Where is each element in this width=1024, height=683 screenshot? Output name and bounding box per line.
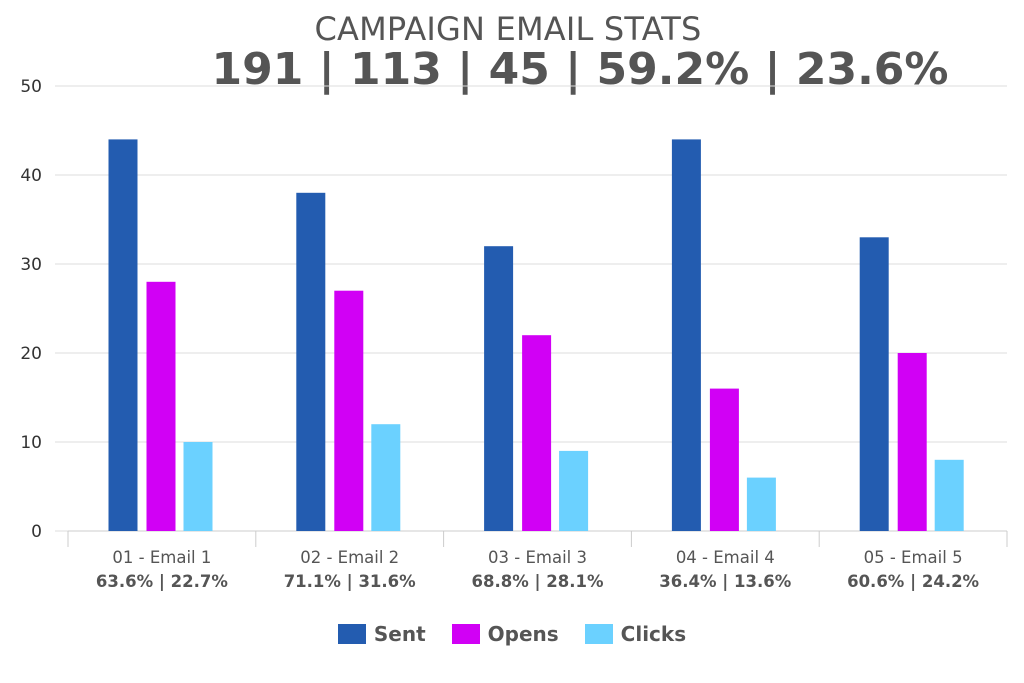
bar-sent-1 <box>108 139 138 531</box>
x-category-label: 03 - Email 3 <box>488 548 587 567</box>
bar-sent-3 <box>484 246 514 531</box>
legend: Sent Opens Clicks <box>0 622 1024 646</box>
y-tick-label: 40 <box>20 166 42 186</box>
y-tick-label: 0 <box>31 522 42 542</box>
legend-item-opens: Opens <box>451 622 559 646</box>
x-category-sublabel: 63.6% | 22.7% <box>96 572 228 592</box>
y-tick-label: 50 <box>20 77 42 97</box>
x-category-sublabel: 68.8% | 28.1% <box>472 572 604 592</box>
x-category-label: 05 - Email 5 <box>864 548 963 567</box>
legend-swatch-opens <box>451 624 480 644</box>
bar-opens-5 <box>897 353 927 531</box>
bar-sent-2 <box>296 192 326 532</box>
x-category-label: 02 - Email 2 <box>300 548 399 567</box>
chart-title: CAMPAIGN EMAIL STATS <box>314 10 702 48</box>
bar-opens-2 <box>334 290 364 531</box>
legend-label-opens: Opens <box>487 622 559 646</box>
bar-clicks-2 <box>371 424 401 531</box>
bar-opens-3 <box>522 335 552 531</box>
legend-swatch-clicks <box>584 624 613 644</box>
bar-opens-1 <box>146 281 176 531</box>
x-category-label: 04 - Email 4 <box>676 548 775 567</box>
y-tick-label: 20 <box>20 344 42 364</box>
bar-clicks-4 <box>746 477 776 531</box>
x-category-sublabel: 71.1% | 31.6% <box>284 572 416 592</box>
bar-sent-5 <box>859 237 889 532</box>
legend-item-sent: Sent <box>337 622 426 646</box>
legend-item-clicks: Clicks <box>584 622 687 646</box>
bar-clicks-1 <box>183 442 213 531</box>
y-tick-label: 10 <box>20 433 42 453</box>
bar-clicks-3 <box>559 450 589 531</box>
bar-sent-4 <box>671 139 701 531</box>
bar-clicks-5 <box>934 459 964 531</box>
legend-label-clicks: Clicks <box>620 622 687 646</box>
legend-label-sent: Sent <box>373 622 426 646</box>
y-tick-label: 30 <box>20 255 42 275</box>
x-category-sublabel: 60.6% | 24.2% <box>847 572 979 592</box>
x-category-sublabel: 36.4% | 13.6% <box>659 572 791 592</box>
legend-swatch-sent <box>337 624 366 644</box>
bar-opens-4 <box>709 388 739 531</box>
x-category-label: 01 - Email 1 <box>112 548 211 567</box>
